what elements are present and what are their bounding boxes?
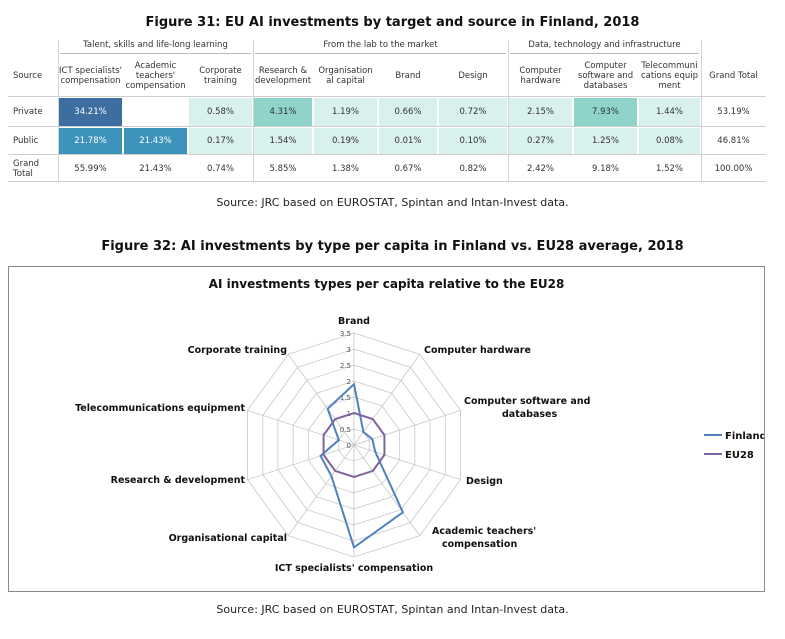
- column-header: Design: [458, 70, 488, 81]
- table-rule: [8, 181, 766, 182]
- table-divider: [253, 40, 254, 182]
- table-cell: 0.27%: [509, 128, 572, 154]
- table-cell: 21.78%: [59, 128, 122, 154]
- table-cell: 0.72%: [439, 98, 507, 126]
- axis-spoke: [287, 354, 355, 446]
- figure-31-title: Figure 31: EU AI investments by target a…: [145, 15, 640, 30]
- category-label: ICT specialists' compensation: [275, 563, 434, 574]
- table-cell: 1.52%: [655, 163, 683, 174]
- tick-label: 0: [347, 442, 351, 450]
- legend-label: EU28: [725, 450, 754, 461]
- category-label: Computer hardware: [424, 345, 531, 356]
- category-label: Computer software and databases: [464, 396, 590, 420]
- series-line-eu28: [322, 411, 386, 479]
- row-header: Source: [13, 70, 43, 81]
- row-label: Public: [13, 136, 39, 146]
- figure-32-source: Source: JRC based on EUROSTAT, Spintan a…: [216, 603, 569, 616]
- column-header: Corporate training: [199, 65, 242, 86]
- tick-label: 1.5: [340, 394, 351, 402]
- table-cell: 1.25%: [574, 128, 637, 154]
- tick-label: 3: [347, 346, 351, 354]
- table-cell: 34.21%: [59, 98, 122, 126]
- axis-spoke: [287, 444, 355, 536]
- table-rule: [8, 154, 766, 155]
- table-divider: [701, 40, 702, 182]
- table-cell: 0.17%: [189, 128, 252, 154]
- column-header: Research & development: [254, 65, 312, 86]
- table-cell: 4.31%: [254, 98, 312, 126]
- tick-label: 3.5: [340, 330, 351, 338]
- table-cell: 0.10%: [439, 128, 507, 154]
- row-label: Private: [13, 107, 43, 117]
- axis-spoke: [353, 444, 461, 480]
- figure-31-source: Source: JRC based on EUROSTAT, Spintan a…: [216, 196, 569, 209]
- category-label: Research & development: [111, 475, 246, 486]
- table-cell: 1.54%: [254, 128, 312, 154]
- axis-spoke: [353, 444, 421, 536]
- table-cell: 1.44%: [639, 98, 700, 126]
- table-rule: [8, 96, 766, 97]
- table-cell: 100.00%: [714, 163, 753, 174]
- column-header: Brand: [395, 70, 421, 81]
- column-header: Academic teachers' compensation: [125, 60, 186, 91]
- row-label: Grand Total: [13, 158, 40, 179]
- figure-32-title: Figure 32: AI investments by type per ca…: [101, 239, 684, 254]
- column-header: Grand Total: [709, 70, 758, 81]
- column-header: Organisation al capital: [318, 65, 373, 86]
- tick-label: 2.5: [340, 362, 351, 370]
- table-cell: 5.85%: [269, 163, 297, 174]
- table-cell: 46.81%: [717, 136, 750, 146]
- table-cell: 0.74%: [206, 163, 234, 174]
- table-cell: [124, 98, 187, 126]
- group-header: From the lab to the market: [255, 40, 506, 54]
- tick-label: 0.5: [340, 426, 351, 434]
- axis-spoke: [247, 410, 355, 446]
- table-cell: 9.18%: [591, 163, 619, 174]
- table-cell: 21.43%: [124, 128, 187, 154]
- category-label: Brand: [338, 316, 370, 327]
- series-line-finland: [319, 382, 405, 550]
- table-cell: 55.99%: [74, 163, 107, 174]
- axis-spoke: [353, 354, 421, 446]
- table-cell: 1.19%: [314, 98, 377, 126]
- table-cell: 0.67%: [394, 163, 422, 174]
- column-header: Computer software and databases: [577, 60, 634, 91]
- table-cell: 1.38%: [331, 163, 359, 174]
- table-cell: 53.19%: [717, 107, 750, 117]
- group-header: Talent, skills and life-long learning: [60, 40, 251, 54]
- table-cell: 0.19%: [314, 128, 377, 154]
- table-cell: 0.66%: [379, 98, 437, 126]
- table-divider: [508, 40, 509, 182]
- category-label: Organisational capital: [169, 533, 287, 544]
- table-cell: 0.82%: [459, 163, 487, 174]
- column-header: Telecommuni cations equip ment: [640, 60, 699, 91]
- category-label: Corporate training: [188, 345, 287, 356]
- axis-spoke: [247, 444, 355, 480]
- chart-title: AI investments types per capita relative…: [208, 277, 565, 291]
- category-label: Telecommunications equipment: [75, 403, 245, 414]
- table-cell: 0.58%: [189, 98, 252, 126]
- table-cell: 2.42%: [526, 163, 554, 174]
- group-header: Data, technology and infrastructure: [510, 40, 699, 54]
- column-header: ICT specialists' compensation: [59, 65, 122, 86]
- table-cell: 0.01%: [379, 128, 437, 154]
- table-divider: [58, 40, 59, 182]
- axis-spoke: [353, 410, 461, 446]
- table-cell: 21.43%: [139, 163, 172, 174]
- table-cell: 2.15%: [509, 98, 572, 126]
- legend-label: Finland: [725, 431, 764, 442]
- radar-chart-panel: AI investments types per capita relative…: [8, 266, 765, 592]
- investment-table: Talent, skills and life-long learning Fro…: [8, 40, 766, 182]
- table-cell: 7.93%: [574, 98, 637, 126]
- table-cell: 0.08%: [639, 128, 700, 154]
- category-label: Academic teachers' compensation: [432, 526, 536, 550]
- category-label: Design: [466, 476, 503, 487]
- column-header: Computer hardware: [519, 65, 562, 86]
- tick-label: 2: [347, 378, 351, 386]
- table-rule: [8, 126, 766, 127]
